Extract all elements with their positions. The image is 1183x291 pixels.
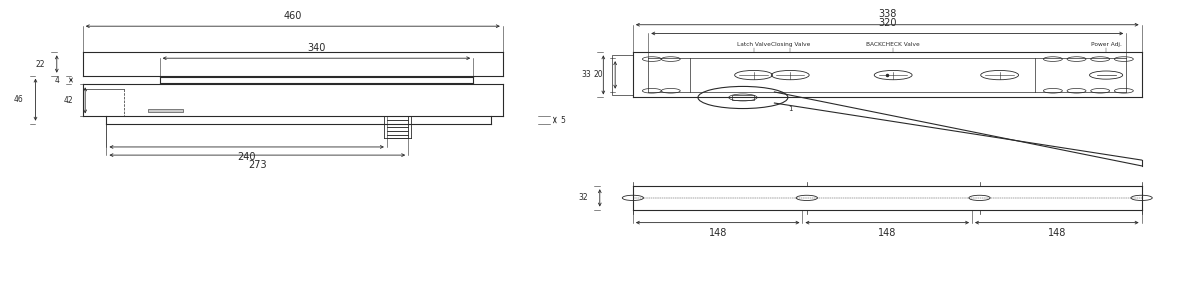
Bar (612, 55, 633, 95)
Text: 320: 320 (878, 18, 897, 28)
Text: 20: 20 (594, 70, 603, 79)
Bar (732, 95, 754, 100)
Text: 148: 148 (1048, 228, 1066, 238)
Text: 32: 32 (578, 194, 588, 202)
Bar (148, 109, 183, 112)
Text: 273: 273 (248, 160, 266, 170)
Text: 1: 1 (788, 106, 793, 112)
Text: 46: 46 (14, 95, 24, 104)
Text: Closing Valve: Closing Valve (770, 42, 810, 47)
Text: 5: 5 (561, 116, 565, 125)
Text: 148: 148 (709, 228, 726, 238)
Text: 338: 338 (878, 10, 897, 19)
Text: 460: 460 (284, 11, 302, 21)
Text: BACKCHECK Valve: BACKCHECK Valve (866, 42, 920, 47)
Text: 33: 33 (582, 70, 592, 79)
Text: 240: 240 (238, 152, 256, 162)
Text: Power Adj.: Power Adj. (1091, 42, 1121, 47)
Text: 42: 42 (64, 96, 73, 105)
Text: 4: 4 (54, 76, 59, 84)
Text: 340: 340 (308, 43, 325, 53)
Text: Latch Valve: Latch Valve (737, 42, 770, 47)
Text: 22: 22 (35, 60, 45, 68)
Text: 148: 148 (878, 228, 897, 238)
